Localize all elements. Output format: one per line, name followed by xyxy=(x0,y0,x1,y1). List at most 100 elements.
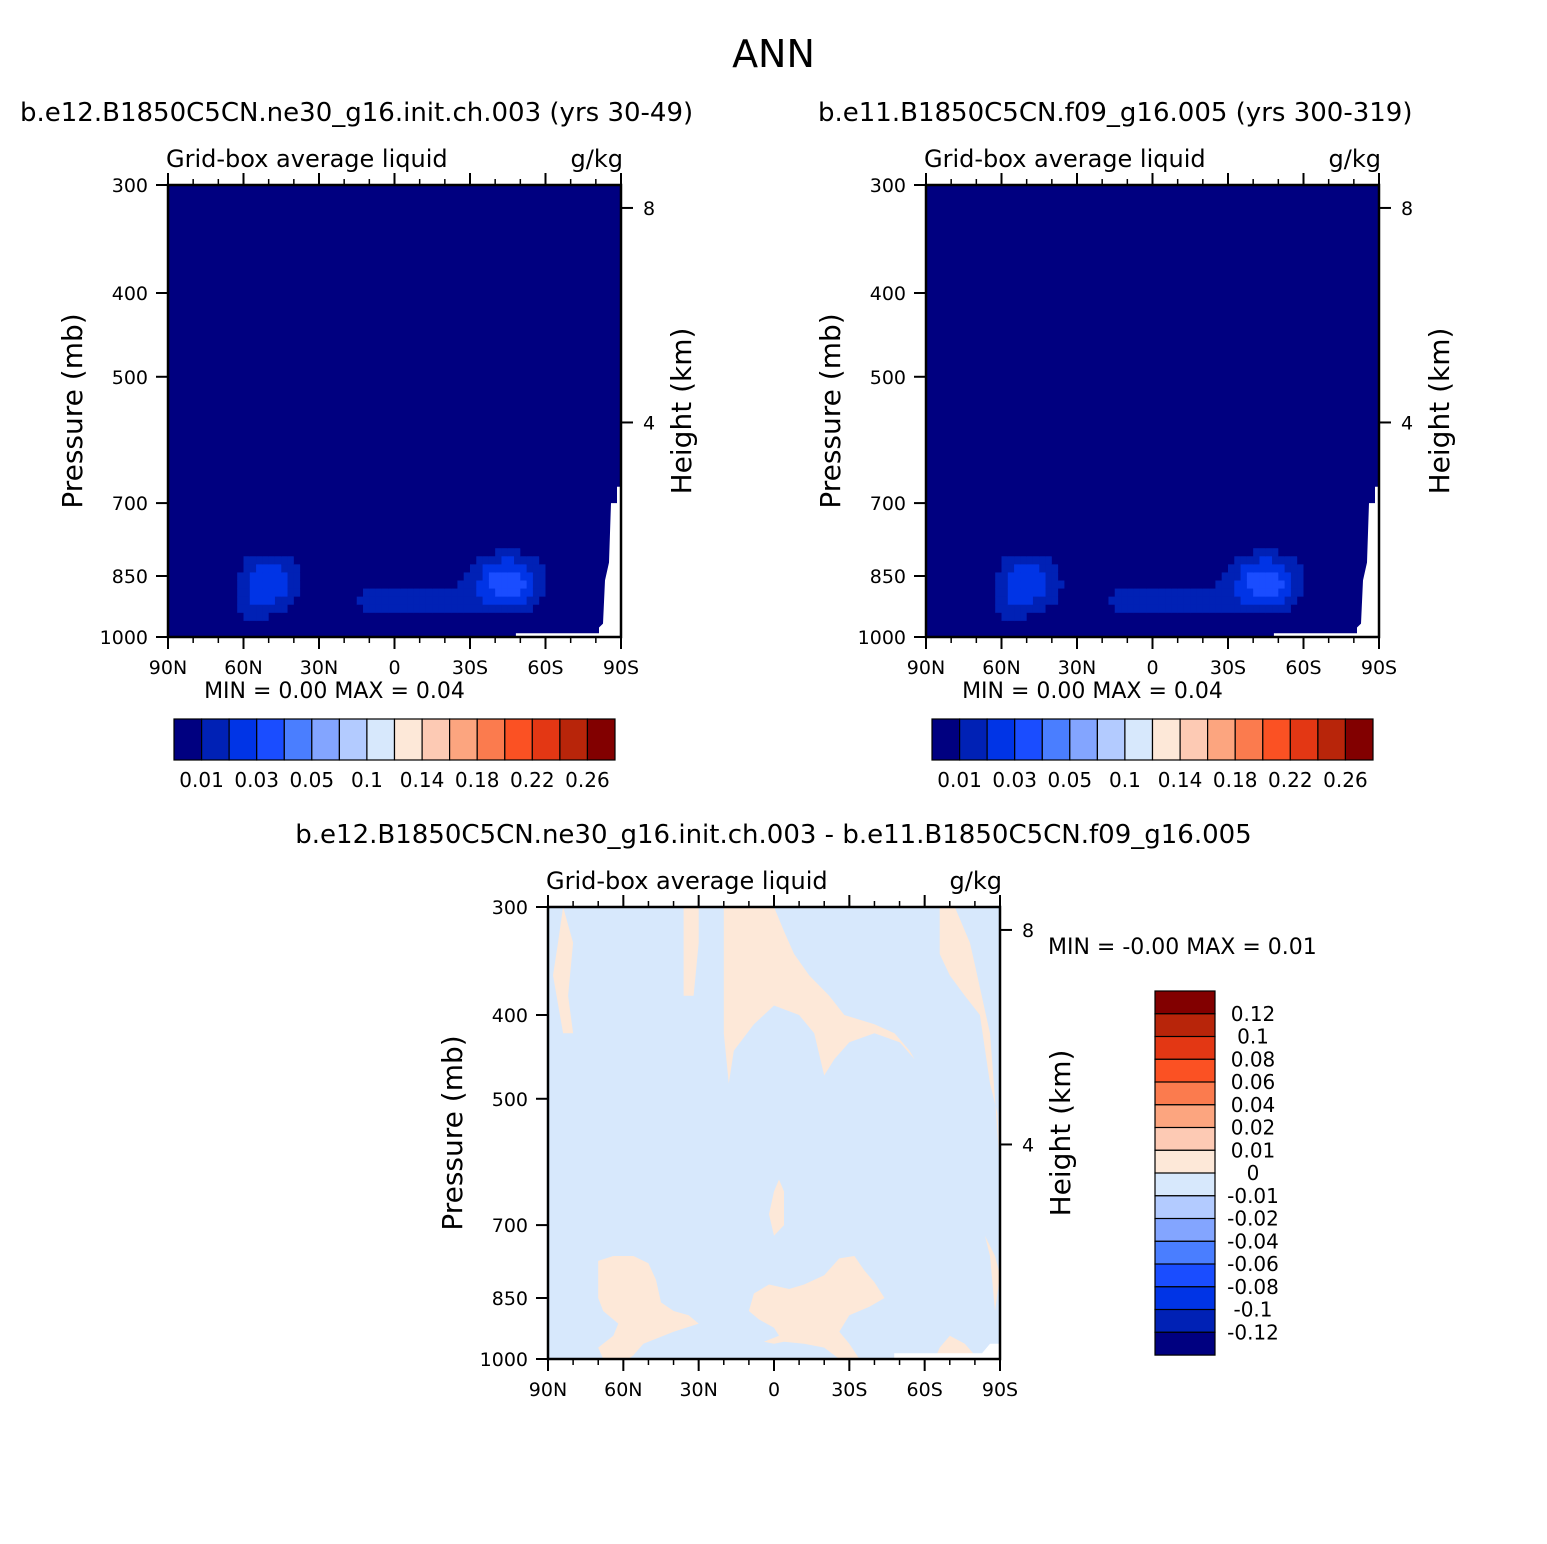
field-cell xyxy=(230,524,238,533)
field-cell xyxy=(174,193,182,202)
field-cell xyxy=(262,604,270,614)
field-cell xyxy=(400,193,408,202)
field-cell xyxy=(532,499,540,509)
field-cell xyxy=(432,249,440,259)
field-cell xyxy=(539,556,547,565)
field-cell xyxy=(988,540,996,549)
field-cell xyxy=(558,185,565,194)
field-cell xyxy=(256,233,263,243)
field-cell xyxy=(982,515,990,525)
field-cell xyxy=(312,306,320,315)
field-cell xyxy=(526,185,534,194)
field-cell xyxy=(545,419,553,428)
field-cell xyxy=(293,467,301,477)
field-cell xyxy=(576,386,584,396)
field-cell xyxy=(602,225,610,235)
field-cell xyxy=(350,612,358,622)
field-cell xyxy=(224,185,232,194)
field-cell xyxy=(262,402,270,412)
field-cell xyxy=(224,548,232,557)
field-cell xyxy=(375,612,383,622)
field-cell xyxy=(287,427,295,436)
field-cell xyxy=(300,201,308,210)
field-cell xyxy=(212,330,219,339)
field-cell xyxy=(558,217,565,226)
field-cell xyxy=(407,370,414,380)
field-cell xyxy=(174,289,182,299)
field-cell xyxy=(944,580,952,590)
field-cell xyxy=(381,612,389,622)
field-cell xyxy=(1001,217,1009,226)
field-cell xyxy=(230,443,238,452)
field-cell xyxy=(168,217,175,226)
field-cell xyxy=(212,451,219,461)
field-cell xyxy=(205,338,213,348)
colorbar-swatch xyxy=(586,718,616,761)
field-cell xyxy=(539,249,547,259)
axes: 90N 60N 30N 0 30S 60S 90S300400500700850100084… xyxy=(56,145,698,679)
field-cell xyxy=(256,322,263,331)
field-cell xyxy=(174,306,182,315)
field-cell xyxy=(306,273,314,283)
field-cell xyxy=(268,354,276,364)
field-cell xyxy=(400,209,408,218)
field-cell xyxy=(970,306,977,315)
field-cell xyxy=(249,225,257,235)
field-cell xyxy=(926,217,933,226)
field-cell xyxy=(932,507,940,517)
field-cell xyxy=(199,346,207,356)
field-cell xyxy=(926,394,933,404)
field-cell xyxy=(306,580,314,590)
field-cell xyxy=(205,411,213,420)
field-cell xyxy=(970,411,977,420)
field-cell xyxy=(413,273,421,283)
field-cell xyxy=(963,483,971,493)
field-cell xyxy=(256,532,263,541)
field-cell xyxy=(488,475,496,485)
field-cell xyxy=(400,612,408,622)
field-cell xyxy=(268,588,276,598)
field-cell xyxy=(488,257,496,267)
field-cell xyxy=(944,354,952,364)
field-cell xyxy=(944,249,952,259)
field-cell xyxy=(180,241,188,251)
field-cell xyxy=(394,443,402,452)
field-cell xyxy=(293,330,301,339)
field-cell xyxy=(212,467,219,477)
field-cell xyxy=(419,249,427,259)
field-cell xyxy=(319,596,326,606)
field-cell xyxy=(507,233,515,243)
field-cell xyxy=(350,330,358,339)
field-cell xyxy=(608,411,616,420)
field-cell xyxy=(938,612,946,622)
field-cell xyxy=(982,314,990,323)
field-cell xyxy=(312,515,320,525)
field-cell xyxy=(363,507,370,517)
field-cell xyxy=(457,273,465,283)
field-cell xyxy=(300,378,308,388)
field-cell xyxy=(312,411,320,420)
field-cell xyxy=(400,491,408,501)
field-cell xyxy=(268,306,276,315)
field-cell xyxy=(319,459,326,469)
field-cell xyxy=(589,273,597,283)
field-cell xyxy=(369,524,377,533)
field-cell xyxy=(470,459,477,469)
field-cell xyxy=(400,370,408,380)
field-cell xyxy=(306,386,314,396)
field-cell xyxy=(1001,185,1009,194)
field-cell xyxy=(281,281,289,291)
field-cell xyxy=(312,572,320,582)
field-cell xyxy=(243,354,251,364)
field-cell xyxy=(944,281,952,291)
field-cell xyxy=(168,330,175,339)
field-cell xyxy=(312,532,320,541)
field-cell xyxy=(168,491,175,501)
field-cell xyxy=(995,233,1003,243)
field-cell xyxy=(451,370,459,380)
field-cell xyxy=(168,394,175,404)
field-cell xyxy=(526,572,534,582)
field-cell xyxy=(963,604,971,614)
field-cell xyxy=(963,306,971,315)
field-cell xyxy=(425,411,433,420)
